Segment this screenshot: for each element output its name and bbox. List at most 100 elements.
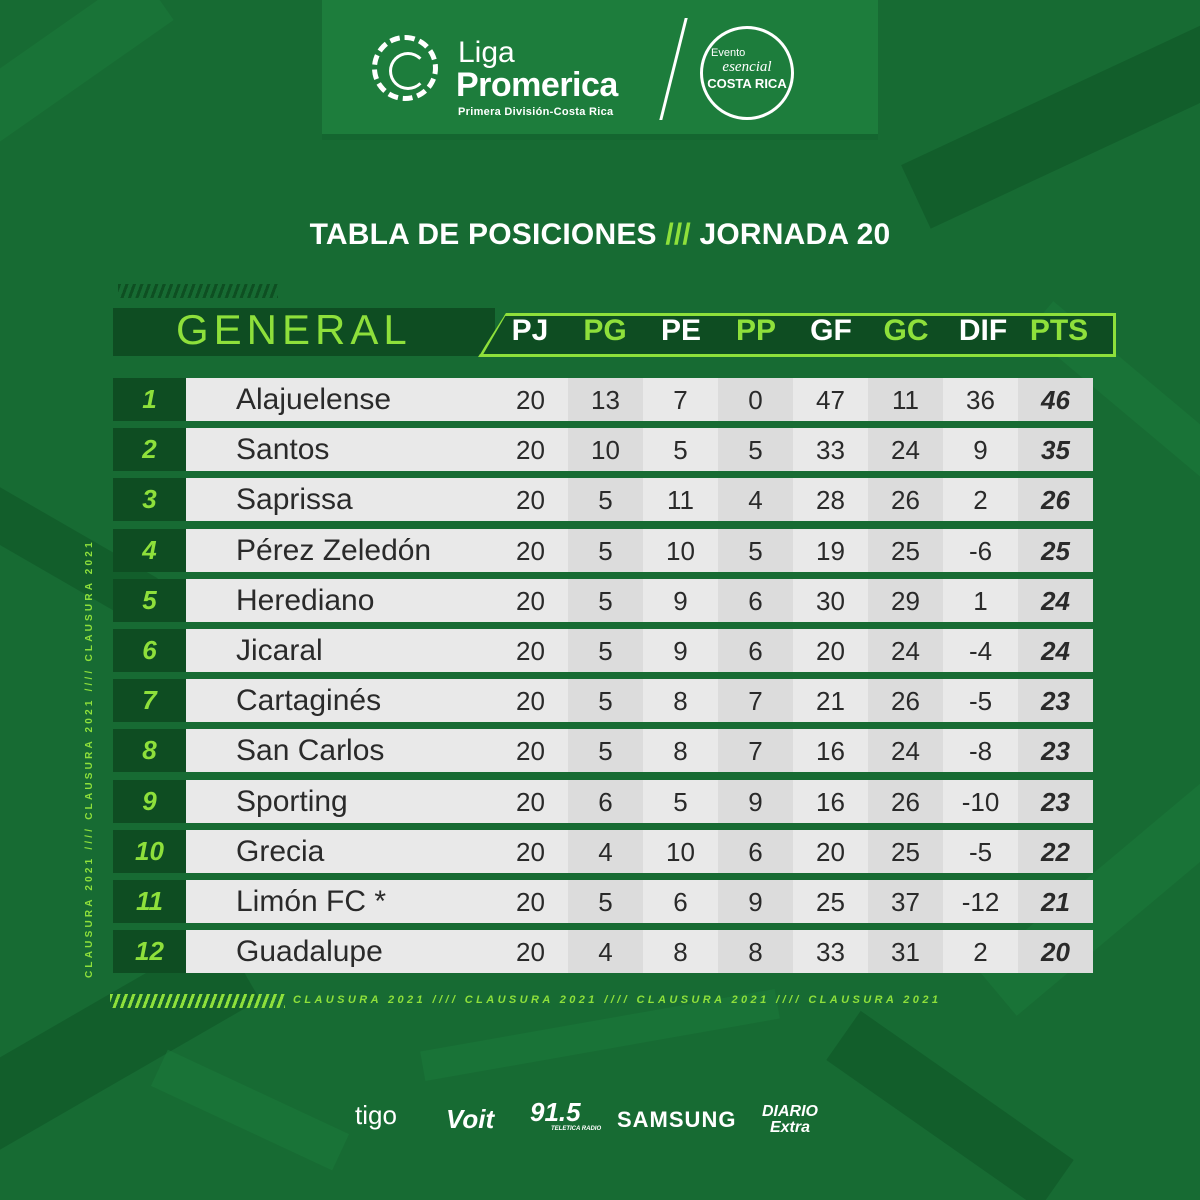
row-pts-cell: 22 [1018, 830, 1093, 873]
row-pts-cell: 24 [1018, 579, 1093, 622]
row-pg-cell: 4 [568, 830, 643, 873]
row-position: 12 [113, 930, 186, 973]
row-pj-cell: 20 [493, 830, 568, 873]
sponsor-diario-extra: DIARIO Extra [762, 1103, 818, 1136]
col-header-pp: PP [735, 314, 777, 347]
event-line1: Evento [711, 47, 746, 59]
row-dif-cell: 1 [943, 579, 1018, 622]
row-pts-cell: 23 [1018, 729, 1093, 772]
side-tagline: CLAUSURA 2021 //// CLAUSURA 2021 //// CL… [84, 539, 95, 978]
row-pe-cell: 11 [643, 478, 718, 521]
row-dif-cell: 2 [943, 478, 1018, 521]
title-left: TABLA DE POSICIONES [309, 218, 657, 251]
row-position: 3 [113, 478, 186, 521]
table-row: 6 Jicaral 20 5 9 6 20 24 -4 24 [113, 629, 1105, 672]
row-team-name: Saprissa [186, 478, 493, 521]
row-team-name: Sporting [186, 780, 493, 823]
row-gc-cell: 25 [868, 529, 943, 572]
row-team-name: Herediano [186, 579, 493, 622]
row-gf-cell: 33 [793, 428, 868, 471]
table-row: 8 San Carlos 20 5 8 7 16 24 -8 23 [113, 729, 1105, 772]
row-pe-cell: 10 [643, 830, 718, 873]
row-pp-cell: 4 [718, 478, 793, 521]
row-gc-cell: 31 [868, 930, 943, 973]
row-pp-cell: 7 [718, 679, 793, 722]
row-pp-cell: 0 [718, 378, 793, 421]
table-row: 5 Herediano 20 5 9 6 30 29 1 24 [113, 579, 1105, 622]
bottom-stripe-bar [110, 994, 285, 1008]
row-pts-cell: 21 [1018, 880, 1093, 923]
row-pp-cell: 5 [718, 428, 793, 471]
row-pg-cell: 10 [568, 428, 643, 471]
row-team-name: Alajuelense [186, 378, 493, 421]
row-gc-cell: 11 [868, 378, 943, 421]
row-pts-cell: 25 [1018, 529, 1093, 572]
row-gc-cell: 26 [868, 478, 943, 521]
row-pe-cell: 7 [643, 378, 718, 421]
table-row: 9 Sporting 20 6 5 9 16 26 -10 23 [113, 780, 1105, 823]
table-row: 2 Santos 20 10 5 5 33 24 9 35 [113, 428, 1105, 471]
row-team-name: Jicaral [186, 629, 493, 672]
general-box [113, 308, 495, 356]
row-dif-cell: 9 [943, 428, 1018, 471]
row-pe-cell: 6 [643, 880, 718, 923]
row-dif-cell: -12 [943, 880, 1018, 923]
sponsor-radio: 91.5 [530, 1097, 581, 1127]
title-slashes: /// [665, 218, 691, 251]
table-row: 1 Alajuelense 20 13 7 0 47 11 36 46 [113, 378, 1105, 421]
sponsor-samsung: SAMSUNG [617, 1107, 737, 1132]
event-badge: Evento esencial COSTA RICA [700, 26, 794, 120]
sponsor-voit: Voit [446, 1104, 495, 1134]
row-dif-cell: -6 [943, 529, 1018, 572]
row-pe-cell: 5 [643, 428, 718, 471]
row-pg-cell: 5 [568, 629, 643, 672]
row-gc-cell: 24 [868, 629, 943, 672]
row-position: 9 [113, 780, 186, 823]
row-team-name: San Carlos [186, 729, 493, 772]
row-gf-cell: 30 [793, 579, 868, 622]
row-gf-cell: 28 [793, 478, 868, 521]
row-gf-cell: 47 [793, 378, 868, 421]
row-pg-cell: 13 [568, 378, 643, 421]
row-position: 6 [113, 629, 186, 672]
row-pe-cell: 8 [643, 679, 718, 722]
table-row: 10 Grecia 20 4 10 6 20 25 -5 22 [113, 830, 1105, 873]
event-line3: COSTA RICA [707, 76, 787, 91]
row-pg-cell: 5 [568, 679, 643, 722]
row-gf-cell: 21 [793, 679, 868, 722]
row-position: 2 [113, 428, 186, 471]
row-team-name: Cartaginés [186, 679, 493, 722]
row-pj-cell: 20 [493, 478, 568, 521]
row-pp-cell: 5 [718, 529, 793, 572]
row-dif-cell: 2 [943, 930, 1018, 973]
row-team-name: Pérez Zeledón [186, 529, 493, 572]
row-position: 7 [113, 679, 186, 722]
bottom-tagline: CLAUSURA 2021 //// CLAUSURA 2021 //// CL… [293, 994, 942, 1006]
row-pe-cell: 8 [643, 930, 718, 973]
row-gc-cell: 24 [868, 428, 943, 471]
row-pts-cell: 23 [1018, 780, 1093, 823]
brand-line2: Promerica [456, 66, 618, 104]
row-gf-cell: 16 [793, 729, 868, 772]
row-pj-cell: 20 [493, 529, 568, 572]
row-gc-cell: 25 [868, 830, 943, 873]
row-position: 5 [113, 579, 186, 622]
row-position: 4 [113, 529, 186, 572]
event-line2: esencial [722, 59, 772, 75]
table-row: 11 Limón FC * 20 5 6 9 25 37 -12 21 [113, 880, 1105, 923]
row-pp-cell: 7 [718, 729, 793, 772]
col-header-pg: PG [583, 314, 627, 347]
row-pp-cell: 9 [718, 880, 793, 923]
row-gc-cell: 26 [868, 780, 943, 823]
table-row: 7 Cartaginés 20 5 8 7 21 26 -5 23 [113, 679, 1105, 722]
row-dif-cell: -8 [943, 729, 1018, 772]
row-pg-cell: 5 [568, 478, 643, 521]
row-gf-cell: 33 [793, 930, 868, 973]
row-gf-cell: 20 [793, 629, 868, 672]
row-pj-cell: 20 [493, 780, 568, 823]
col-header-gc: GC [883, 314, 929, 347]
row-pts-cell: 24 [1018, 629, 1093, 672]
row-pj-cell: 20 [493, 629, 568, 672]
liga-promerica-logo-icon [372, 35, 438, 101]
row-pj-cell: 20 [493, 930, 568, 973]
